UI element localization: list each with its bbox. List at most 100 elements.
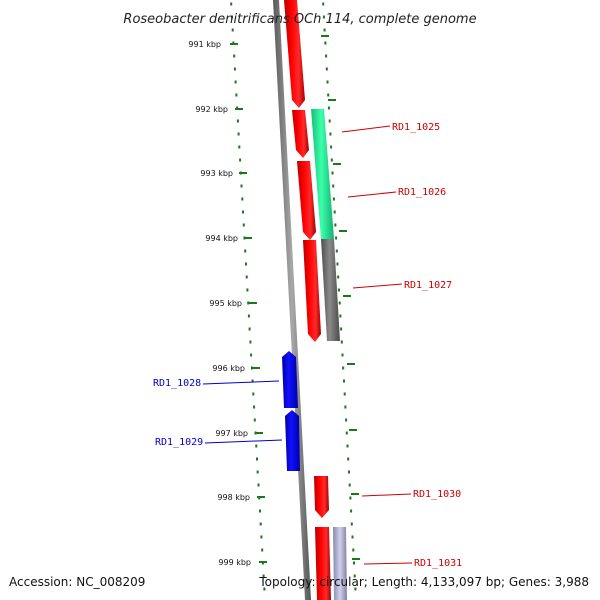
forward-genes	[284, 0, 331, 600]
scale-dot	[250, 353, 253, 357]
lavender-gene-block	[333, 527, 347, 600]
scale-dot	[239, 158, 242, 162]
tick-label-993: 993 kbp	[200, 169, 233, 178]
scale-dot	[256, 457, 258, 461]
gene-arrow-rd1-1030	[314, 476, 329, 518]
tick-label-999: 999 kbp	[218, 558, 251, 567]
gene-arrow-rd1-1027	[303, 240, 321, 342]
scale-dot	[244, 249, 247, 253]
scale-dot	[332, 184, 335, 188]
scale-dot	[241, 197, 244, 201]
scale-dot	[333, 210, 336, 214]
gene-arrow-rd1-1026	[297, 161, 316, 240]
scale-dot	[256, 470, 259, 474]
scale-dot	[340, 327, 343, 331]
tick-label-997: 997 kbp	[215, 429, 248, 438]
kbp-ticks: 991 kbp 992 kbp 993 kbp 994 kbp 995 kbp …	[188, 35, 360, 567]
scale-dot	[351, 535, 354, 539]
scale-dot	[242, 223, 245, 227]
scale-dot	[339, 314, 342, 318]
gene-label-rd1-1028[interactable]: RD1_1028	[153, 378, 201, 389]
scale-dot	[343, 379, 345, 383]
topology-text: Topology: circular; Length: 4,133,097 bp…	[258, 575, 589, 589]
scale-dot	[328, 119, 331, 123]
scale-dot	[341, 353, 344, 357]
scale-dot	[255, 444, 258, 448]
scale-dot	[251, 379, 254, 383]
scale-dot	[247, 301, 250, 305]
tick-label-998: 998 kbp	[217, 493, 250, 502]
scale-dot	[344, 405, 347, 409]
scale-track-right	[322, 2, 357, 591]
callout-rd1-1030	[361, 493, 412, 497]
scale-dot	[354, 587, 357, 591]
scale-dot	[327, 106, 330, 110]
rna-gene-block	[311, 109, 334, 239]
scale-dot	[337, 275, 340, 279]
scale-dot	[233, 67, 236, 71]
scale-dot	[236, 119, 239, 123]
scale-dot	[247, 314, 250, 318]
scale-dot	[348, 483, 351, 487]
gene-arrow-rd1-1025	[292, 110, 309, 158]
callout-rd1-1026	[347, 191, 397, 198]
gene-label-rd1-1030[interactable]: RD1_1030	[413, 489, 461, 500]
callout-rd1-1031	[363, 562, 413, 565]
scale-dot	[346, 444, 349, 448]
scale-dot	[259, 509, 261, 513]
scale-dot	[330, 158, 333, 162]
scale-dot	[322, 2, 325, 6]
tick-label-996: 996 kbp	[212, 364, 245, 373]
scale-dot	[235, 93, 238, 97]
scale-dot	[338, 301, 341, 305]
scale-dot	[349, 496, 352, 500]
scale-dot	[322, 15, 325, 19]
scale-track-left	[230, 2, 266, 591]
reverse-genes	[282, 351, 300, 471]
callout-rd1-1028	[202, 380, 280, 385]
scale-dot	[245, 275, 248, 279]
scale-dot	[326, 80, 329, 84]
scale-dot	[335, 236, 338, 240]
scale-dot	[337, 288, 340, 292]
tick-label-995: 995 kbp	[209, 299, 242, 308]
scale-dot	[345, 431, 348, 435]
gene-arrow-rd1-1028	[282, 351, 298, 408]
scale-dot	[261, 548, 264, 552]
scale-dot	[325, 67, 328, 71]
scale-dot	[330, 145, 333, 149]
scale-dot	[353, 561, 355, 565]
scale-dot	[350, 509, 353, 513]
gene-label-rd1-1025[interactable]: RD1_1025	[392, 122, 440, 133]
scale-dot	[262, 574, 265, 578]
scale-dot	[234, 80, 237, 84]
scale-dot	[347, 457, 350, 461]
scale-dot	[237, 132, 240, 136]
scale-dot	[334, 223, 337, 227]
accession-text: Accession: NC_008209	[9, 575, 145, 589]
scale-dot	[249, 340, 252, 344]
callout-rd1-1025	[341, 125, 391, 133]
gene-arrow-rd1-1029	[285, 410, 300, 471]
tick-label-992: 992 kbp	[195, 105, 228, 114]
scale-dot	[348, 470, 350, 474]
scale-dot	[260, 535, 263, 539]
gene-labels-left: RD1_1028 RD1_1029	[153, 378, 283, 448]
scale-dot	[253, 405, 256, 409]
scale-dot	[323, 28, 326, 32]
gene-label-rd1-1027[interactable]: RD1_1027	[404, 280, 452, 291]
gene-label-rd1-1026[interactable]: RD1_1026	[398, 187, 446, 198]
gene-label-rd1-1031[interactable]: RD1_1031	[414, 558, 462, 569]
scale-dot	[331, 171, 334, 175]
callout-rd1-1027	[352, 283, 403, 289]
gene-arrow-top	[284, 0, 305, 108]
gene-label-rd1-1029[interactable]: RD1_1029	[155, 437, 203, 448]
scale-dot	[250, 366, 253, 370]
scale-dot	[352, 548, 355, 552]
scale-dot	[233, 54, 236, 58]
scale-dot	[327, 93, 330, 97]
pseudo-gene-block	[321, 239, 340, 341]
tick-label-994: 994 kbp	[205, 234, 238, 243]
